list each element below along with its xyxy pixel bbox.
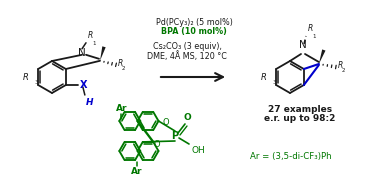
Text: Ar = (3,5-di-CF₃)Ph: Ar = (3,5-di-CF₃)Ph	[250, 153, 332, 161]
Text: P: P	[172, 131, 178, 141]
Text: R: R	[118, 59, 123, 68]
Text: R: R	[308, 24, 313, 33]
Text: H: H	[86, 98, 93, 107]
Text: R: R	[338, 61, 343, 70]
Text: Ar: Ar	[116, 104, 127, 113]
Text: R: R	[23, 73, 29, 81]
Text: O: O	[183, 113, 191, 122]
Text: N: N	[299, 40, 307, 50]
Text: BPA (10 mol%): BPA (10 mol%)	[161, 27, 227, 36]
Polygon shape	[100, 46, 106, 61]
Text: 2: 2	[122, 66, 125, 71]
Text: 3: 3	[273, 81, 277, 85]
Text: OH: OH	[191, 146, 205, 155]
Text: e.r. up to 98:2: e.r. up to 98:2	[264, 114, 336, 123]
Text: 1: 1	[312, 34, 316, 39]
Text: N: N	[78, 48, 86, 58]
Text: R: R	[261, 73, 267, 81]
Text: Pd(PCy₃)₂ (5 mol%): Pd(PCy₃)₂ (5 mol%)	[156, 18, 232, 27]
Text: 2: 2	[342, 68, 345, 73]
Text: O: O	[154, 140, 161, 149]
Text: 27 examples: 27 examples	[268, 105, 332, 114]
Text: O: O	[163, 118, 169, 127]
Text: X: X	[80, 80, 87, 90]
Text: Cs₂CO₃ (3 equiv),: Cs₂CO₃ (3 equiv),	[153, 42, 222, 51]
Text: 1: 1	[92, 41, 96, 46]
Polygon shape	[319, 49, 325, 64]
Text: R: R	[88, 31, 93, 40]
Text: DME, 4Å MS, 120 °C: DME, 4Å MS, 120 °C	[147, 51, 227, 61]
Text: 3: 3	[35, 81, 39, 85]
Text: Ar: Ar	[131, 167, 143, 176]
